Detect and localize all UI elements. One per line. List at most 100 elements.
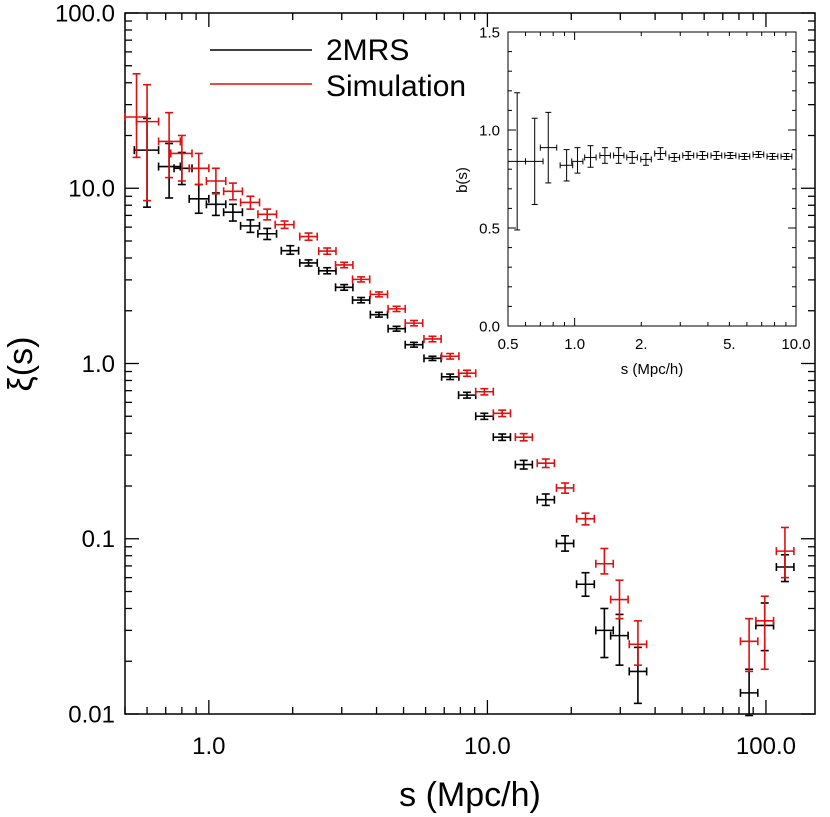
data-point [257,208,278,221]
data-point [298,258,319,267]
data-point [317,266,337,275]
data-point [575,512,596,526]
data-point [599,147,611,164]
data-point [239,219,261,234]
data-point [157,111,182,179]
data-point [124,72,148,159]
data-point [205,192,227,217]
data-point [387,324,407,333]
main-y-axis-label: ξ(s) [2,337,40,392]
data-point [404,340,424,349]
inset-x-axis-label: s (Mpc/h) [621,361,684,378]
data-point [755,595,775,671]
main-x-axis-label: s (Mpc/h) [399,776,541,814]
data-point [752,151,765,158]
legend-label-simulation: Simulation [326,70,466,103]
data-point [135,83,160,202]
main-plot: 1.0 10.0 100.0 0.01 0.1 1.0 10.0 100.0 s (Mpc/… [2,0,816,814]
inset-plot: 0.5 1.0 2. 5. 10.0 0.00.51.01.5 s (Mpc/h) b(… [454,24,811,378]
data-point [525,117,544,205]
data-point [369,290,389,299]
data-point [188,183,210,215]
data-point [575,571,596,598]
data-point [739,617,759,673]
data-point [626,151,638,164]
legend: 2MRS Simulation [210,34,466,103]
data-point [457,391,477,400]
data-point [369,310,389,319]
x-tick-label: 1.0 [192,733,225,760]
x-tick-label: 5. [723,336,736,353]
data-point [628,620,648,666]
data-point [780,153,793,160]
series-series [507,92,793,231]
data-point [280,244,300,256]
y-tick-label: 100.0 [55,0,115,27]
x-tick-label: 2. [635,336,648,353]
data-point [334,283,354,292]
inset-x-tick-labels: 0.5 1.0 2. 5. 10.0 [498,336,811,353]
data-point [317,247,337,256]
data-point [609,613,629,666]
data-point [654,147,667,160]
data-point [222,182,244,201]
data-point [334,260,354,269]
data-point [298,232,319,242]
data-point [555,534,575,552]
data-point [696,151,709,160]
data-point [536,458,556,469]
data-point [188,152,210,186]
data-point [205,167,227,195]
data-point [222,203,244,222]
y-tick-label: 0.1 [82,526,115,553]
data-point [239,195,261,210]
x-tick-label: 0.5 [498,336,519,353]
data-point [766,153,779,160]
data-point [514,459,534,470]
data-point [609,579,629,620]
main-x-tick-labels: 1.0 10.0 100.0 [192,733,796,760]
inset-y-axis-label: b(s) [454,167,471,193]
data-point [440,372,460,381]
y-tick-label: 0.5 [479,220,500,237]
y-tick-label: 1.0 [479,122,500,139]
inset-y-tick-labels: 0.0 0.5 1.0 1.5 [479,24,500,335]
inset-plot-frame [507,31,797,327]
data-point [571,147,584,174]
data-point [539,111,558,184]
legend-label-2mrs: 2MRS [326,34,409,67]
x-tick-label: 1.0 [564,336,585,353]
data-point [351,296,371,305]
y-tick-label: 0.0 [479,318,500,335]
x-tick-label: 100.0 [736,733,796,760]
data-point [738,153,751,160]
inset-plot-ticks [507,31,797,327]
data-point [404,319,424,328]
data-point [739,668,759,717]
x-tick-label: 10.0 [464,733,511,760]
data-point [423,354,442,363]
inset-plot-series [507,92,793,231]
data-point [584,145,597,168]
data-point [387,304,407,313]
data-point [555,482,575,494]
data-point [351,275,371,284]
series-simulation [124,72,795,673]
data-point [274,220,295,230]
data-point [536,493,556,507]
data-point [559,149,574,182]
data-point [257,227,278,241]
main-plot-ticks [124,12,815,715]
data-point [668,153,681,162]
y-tick-label: 0.01 [68,701,115,728]
data-point [474,387,495,396]
data-point [640,153,652,166]
data-point [724,152,737,159]
data-point [613,147,625,164]
data-point [595,547,615,575]
data-point [474,412,495,421]
data-point [682,151,695,160]
data-point [492,409,512,418]
data-point [514,432,534,442]
main-plot-series [124,72,795,717]
